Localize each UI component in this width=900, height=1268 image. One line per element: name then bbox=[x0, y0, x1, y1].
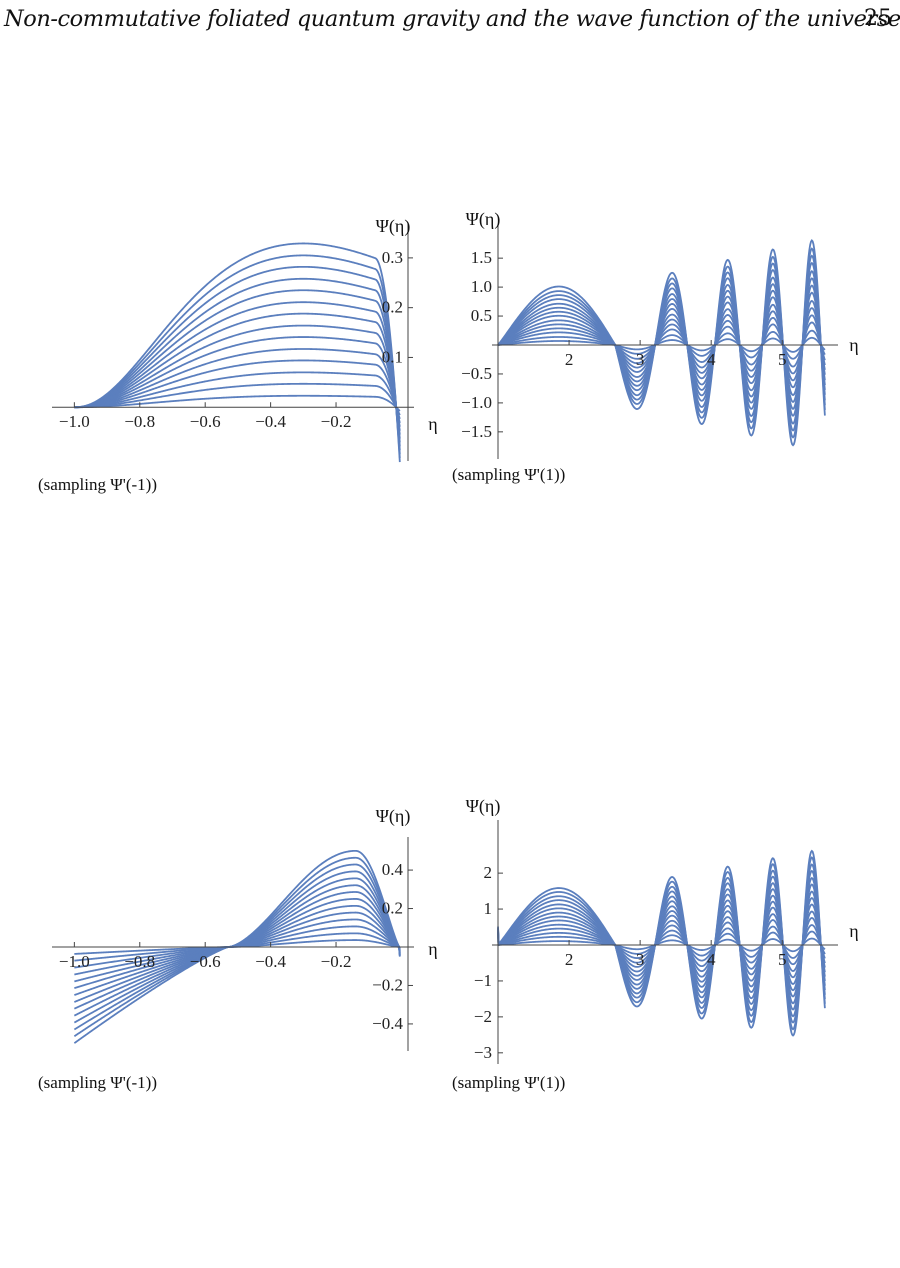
x-tick-label: −0.4 bbox=[255, 412, 286, 431]
caption-top-right: (sampling Ψ'(1)) bbox=[452, 465, 566, 484]
y-tick-label: −1.0 bbox=[461, 393, 492, 412]
series-curve-1 bbox=[497, 336, 826, 353]
y-tick-label: 0.5 bbox=[471, 306, 492, 325]
series-curve-3 bbox=[74, 371, 401, 420]
series-curve-4 bbox=[74, 359, 401, 424]
x-tick-label: 5 bbox=[778, 950, 787, 969]
series-curve-14 bbox=[73, 849, 401, 1044]
y-tick-label: −0.4 bbox=[372, 1014, 403, 1033]
y-tick-label: −3 bbox=[474, 1043, 492, 1062]
series-curve-1 bbox=[497, 937, 826, 953]
x-tick-label: −1.0 bbox=[59, 952, 90, 971]
x-tick-label: 2 bbox=[565, 950, 574, 969]
x-axis-title: η bbox=[428, 939, 437, 959]
series-curve-4 bbox=[497, 314, 826, 375]
x-tick-label: −0.6 bbox=[190, 412, 221, 431]
page-number: 25 bbox=[864, 6, 892, 31]
series-curve-8 bbox=[74, 312, 401, 439]
series-curve-9 bbox=[74, 301, 401, 443]
x-tick-label: 4 bbox=[707, 950, 716, 969]
series-curve-11 bbox=[74, 277, 401, 451]
series-curve-12 bbox=[74, 265, 401, 455]
series-curve-5 bbox=[74, 348, 401, 427]
y-tick-label: −1 bbox=[474, 971, 492, 990]
y-axis-title: Ψ(η) bbox=[466, 209, 501, 230]
x-tick-label: −0.4 bbox=[255, 952, 286, 971]
page-footer bbox=[0, 1248, 900, 1268]
chart-top-left: −1.0 −0.8 −0.6 −0.4 −0.2 0.1 0.2 0.3 Ψ(η) η bbox=[52, 216, 438, 463]
x-tick-label: −0.2 bbox=[321, 412, 352, 431]
y-tick-label: 0.1 bbox=[382, 347, 403, 366]
x-tick-label: 3 bbox=[636, 350, 645, 369]
running-header: Non-commutative foliated quantum gravity… bbox=[0, 2, 900, 42]
y-tick-label: 2 bbox=[484, 863, 493, 882]
y-tick-label: 0.2 bbox=[382, 298, 403, 317]
y-tick-label: 1 bbox=[484, 899, 493, 918]
series-curve-14 bbox=[497, 849, 826, 1037]
x-axis-title: η bbox=[428, 414, 437, 434]
series-curve-6 bbox=[74, 336, 401, 431]
chart-top-right: 2 3 4 5 −1.5 −1.0 −0.5 0.5 1.0 1.5 Ψ(η) η bbox=[461, 209, 859, 459]
series-curve-2 bbox=[497, 329, 826, 360]
x-tick-label: −0.6 bbox=[190, 952, 221, 971]
series-curve-14 bbox=[497, 239, 826, 447]
series-curve-10 bbox=[74, 289, 401, 447]
y-tick-label: 0.4 bbox=[382, 860, 404, 879]
y-tick-label: −1.5 bbox=[461, 422, 492, 441]
series-curve-2 bbox=[497, 930, 826, 959]
running-title: Non-commutative foliated quantum gravity… bbox=[4, 6, 900, 32]
series-curve-5 bbox=[497, 910, 826, 979]
caption-bottom-right: (sampling Ψ'(1)) bbox=[452, 1073, 566, 1092]
x-tick-label: −0.8 bbox=[124, 952, 155, 971]
x-tick-label: 2 bbox=[565, 350, 574, 369]
y-tick-label: 0.2 bbox=[382, 899, 403, 918]
y-tick-label: 1.5 bbox=[471, 248, 492, 267]
x-axis-title: η bbox=[849, 335, 858, 355]
y-tick-label: −2 bbox=[474, 1007, 492, 1026]
series-curve-5 bbox=[497, 307, 826, 382]
y-tick-label: −0.5 bbox=[461, 364, 492, 383]
x-tick-label: −0.8 bbox=[124, 412, 155, 431]
y-axis-title: Ψ(η) bbox=[376, 806, 411, 827]
series-curve-4 bbox=[497, 917, 826, 972]
chart-bottom-left: −1.0 −0.8 −0.6 −0.4 −0.2 −0.4 −0.2 0.2 0.4 Ψ(η) η bbox=[52, 806, 438, 1051]
chart-bottom-right: 2 3 4 5 −3 −2 −1 1 2 Ψ(η) η bbox=[466, 796, 859, 1064]
x-tick-label: −1.0 bbox=[59, 412, 90, 431]
y-tick-label: 0.3 bbox=[382, 248, 403, 267]
series-curve-7 bbox=[74, 324, 401, 435]
x-tick-label: 3 bbox=[636, 950, 645, 969]
series-curve-3 bbox=[497, 321, 826, 368]
caption-bottom-left: (sampling Ψ'(-1)) bbox=[38, 1073, 157, 1092]
series-curve-6 bbox=[497, 299, 826, 389]
x-tick-label: −0.2 bbox=[321, 952, 352, 971]
x-axis-title: η bbox=[849, 921, 858, 941]
series-curve-3 bbox=[497, 924, 826, 966]
y-axis-title: Ψ(η) bbox=[466, 796, 501, 817]
x-tick-label: 4 bbox=[707, 350, 716, 369]
y-axis-title: Ψ(η) bbox=[376, 216, 411, 237]
series-curve-13 bbox=[74, 254, 401, 459]
series-curve-2 bbox=[74, 382, 401, 416]
x-tick-label: 5 bbox=[778, 350, 787, 369]
series-curve-14 bbox=[74, 242, 401, 463]
series-curve-1 bbox=[74, 394, 401, 412]
y-tick-label: −0.2 bbox=[372, 975, 403, 994]
caption-top-left: (sampling Ψ'(-1)) bbox=[38, 475, 157, 494]
y-tick-label: 1.0 bbox=[471, 277, 492, 296]
